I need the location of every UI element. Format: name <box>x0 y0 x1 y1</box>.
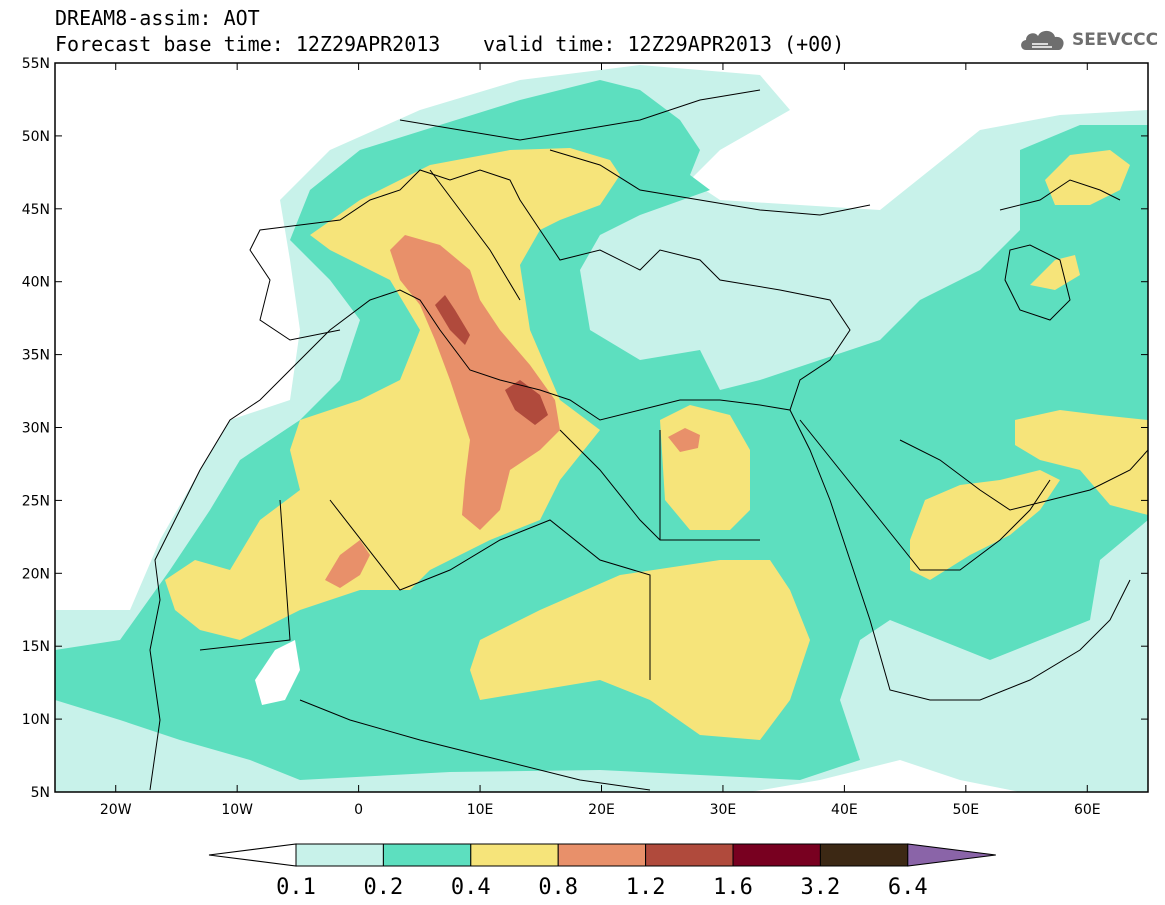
lon-tick-label: 30E <box>710 802 737 818</box>
forecast-base-time: Forecast base time: 12Z29APR2013 <box>55 32 441 56</box>
lon-tick-label: 0 <box>354 802 363 818</box>
aot-field <box>55 63 1148 792</box>
colorbar-level-label: 0.1 <box>276 875 316 900</box>
colorbar-level-label: 1.6 <box>713 875 753 900</box>
colorbar-level-label: 6.4 <box>888 875 928 900</box>
aot-contour-1.2-libya <box>505 380 548 425</box>
lon-tick-label: 20W <box>100 802 132 818</box>
aot-contour-0.8-egypt <box>668 428 700 452</box>
lat-tick-label: 40N <box>22 275 50 291</box>
lon-tick-label: 20E <box>588 802 615 818</box>
aot-contour-0.2 <box>55 80 1148 780</box>
aot-contour-0.4-caspian <box>1030 255 1080 290</box>
aot-contour-0.8-mali <box>325 540 370 588</box>
lat-tick-label: 30N <box>22 421 50 437</box>
map-axes: 5N 10N 15N 20N 25N 30N 35N 40N 45N 50N 55N 20W 10W 0 1… <box>22 56 1148 818</box>
lat-tick-label: 15N <box>22 639 50 655</box>
aot-contour-0.4-iran <box>1015 410 1148 515</box>
aot-contour-0.8 <box>390 235 560 530</box>
colorbar-swatch <box>470 843 559 867</box>
lat-tick-label: 25N <box>22 493 50 509</box>
lat-tick-label: 50N <box>22 129 50 145</box>
aot-contour-0.4-kazakh <box>1045 150 1130 205</box>
colorbar-swatch <box>732 843 821 867</box>
lon-tick-label: 60E <box>1074 802 1101 818</box>
coastlines <box>149 89 1148 791</box>
lon-tick-label: 10E <box>467 802 494 818</box>
colorbar-level-label: 0.4 <box>451 875 491 900</box>
aot-hole-white-1 <box>255 640 300 705</box>
lon-tick-label: 10W <box>221 802 253 818</box>
colorbar-over-triangle <box>907 843 996 867</box>
cloud-icon <box>1021 30 1064 50</box>
colorbar-swatch <box>645 843 734 867</box>
colorbar-under-triangle <box>208 843 297 867</box>
colorbar-level-label: 1.2 <box>626 875 666 900</box>
colorbar-swatch <box>819 843 909 867</box>
colorbar-level-label: 3.2 <box>801 875 841 900</box>
lat-tick-label: 5N <box>31 785 50 801</box>
map-title: DREAM8-assim: AOT <box>55 6 260 30</box>
colorbar-swatch <box>557 843 647 867</box>
valid-time: valid time: 12Z29APR2013 (+00) <box>483 32 845 56</box>
aot-hole-cyan-2 <box>740 250 900 310</box>
lat-tick-label: 20N <box>22 566 50 582</box>
colorbar-level-label: 0.2 <box>364 875 404 900</box>
colorbar-level-label: 0.8 <box>538 875 578 900</box>
lon-tick-label: 50E <box>952 802 979 818</box>
lat-tick-label: 55N <box>22 56 50 72</box>
aot-contour-0.4 <box>165 148 620 640</box>
seevccc-logo: SEEVCCC <box>1018 26 1158 54</box>
colorbar: 0.1 0.2 0.4 0.8 1.2 1.6 3.2 6.4 <box>208 843 996 900</box>
logo-text: SEEVCCC <box>1072 30 1159 50</box>
aot-hole-cyan-1 <box>1020 655 1115 752</box>
lat-tick-label: 10N <box>22 712 50 728</box>
aot-contour-1.2 <box>435 295 470 345</box>
aot-contour-0.4-east <box>470 560 810 740</box>
lat-tick-label: 45N <box>22 202 50 218</box>
lon-tick-label: 40E <box>831 802 858 818</box>
aot-contour-0.4-arabia <box>910 470 1060 580</box>
colorbar-swatch <box>382 843 472 867</box>
colorbar-swatch <box>295 843 384 867</box>
lat-tick-label: 35N <box>22 348 50 364</box>
